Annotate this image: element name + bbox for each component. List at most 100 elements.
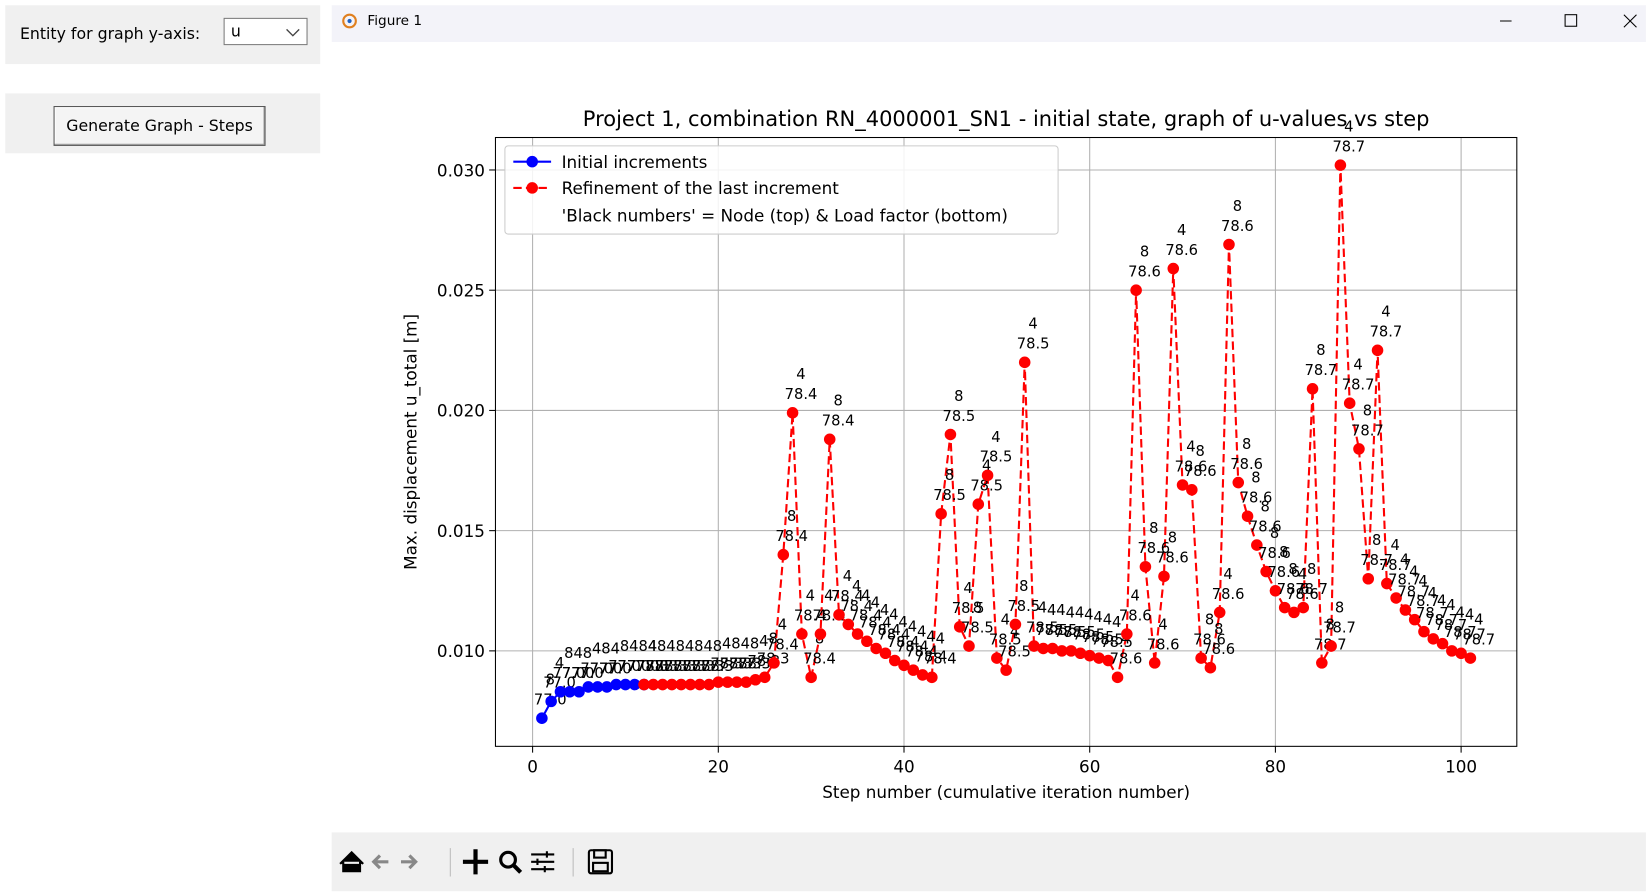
node-label: 8: [973, 599, 982, 616]
data-point: [842, 618, 855, 631]
load-factor-label: 78.5: [989, 631, 1022, 648]
configure-button[interactable]: [531, 851, 555, 873]
data-point: [1427, 633, 1440, 645]
x-axis-label: Step number (cumulative iteration number…: [822, 782, 1190, 802]
load-factor-label: 78.5: [998, 643, 1031, 660]
load-factor-label: 78.6: [1286, 586, 1319, 603]
load-factor-label: 77.0: [636, 658, 669, 675]
generate-button[interactable]: Generate Graph - Steps: [53, 106, 266, 146]
node-label: 4: [898, 614, 907, 631]
toolbar: [331, 832, 1646, 892]
data-point: [981, 469, 994, 482]
series-line: [540, 683, 645, 719]
node-label: 8: [1307, 561, 1316, 578]
node-label: 4: [824, 587, 833, 604]
load-factor-label: 78.3: [682, 658, 715, 675]
data-point: [1037, 642, 1050, 655]
load-factor-label: 78.4: [794, 607, 827, 624]
node-label: 4: [1010, 624, 1019, 641]
toolbar-icons: [339, 848, 614, 877]
data-point: [1139, 560, 1152, 573]
title-bar: Figure 1: [331, 5, 1646, 42]
node-label: 4: [1038, 599, 1047, 616]
node-label: 4: [1446, 597, 1455, 614]
home-button[interactable]: [339, 850, 364, 873]
node-label: 4: [1103, 612, 1112, 629]
load-factor-label: 78.7: [1435, 617, 1468, 634]
data-point: [1186, 484, 1198, 496]
data-point: [1232, 476, 1245, 489]
node-label: 8: [1372, 532, 1381, 549]
node-label: 8: [1279, 544, 1288, 561]
load-factor-label: 78.7: [1444, 624, 1477, 641]
node-label: 4: [889, 607, 898, 624]
data-point: [1176, 479, 1189, 491]
node-label: 4: [1131, 587, 1140, 604]
node-label: 8: [815, 631, 824, 648]
load-factor-label: 78.6: [1267, 564, 1300, 581]
load-factor-label: 78.5: [1100, 634, 1133, 651]
node-label: 4: [1381, 304, 1390, 321]
load-factor-label: 78.6: [1137, 540, 1170, 557]
close[interactable]: [1623, 14, 1637, 28]
node-label: 4: [648, 638, 657, 655]
data-point: [610, 678, 622, 691]
load-factor-label: 78.5: [1082, 629, 1115, 646]
data-point: [1418, 625, 1430, 638]
data-point: [666, 678, 678, 691]
node-label: 8: [1242, 436, 1251, 453]
node-label: 4: [1400, 551, 1409, 568]
node-label: 8: [583, 645, 592, 662]
data-point: [712, 676, 725, 688]
data-point: [693, 678, 706, 691]
load-factor-label: 78.4: [775, 528, 808, 545]
pan-button[interactable]: [462, 849, 489, 875]
data-point: [1436, 637, 1449, 650]
data-point: [536, 712, 548, 724]
load-factor-label: 78.7: [1407, 593, 1440, 610]
load-factor-label: 78.7: [1295, 581, 1328, 598]
load-factor-label: 78.6: [1230, 456, 1263, 473]
data-point: [1297, 601, 1310, 614]
node-label: 4: [778, 616, 787, 633]
entity-combobox[interactable]: u: [223, 17, 308, 46]
load-factor-label: 78.5: [980, 449, 1013, 466]
load-factor-label: 78.7: [1416, 605, 1449, 622]
node-label: 4: [703, 638, 712, 655]
load-factor-label: 78.6: [1147, 636, 1180, 653]
node-label: 4: [759, 633, 768, 650]
maximize[interactable]: [1564, 14, 1578, 27]
node-label: 4: [1028, 316, 1037, 333]
node-label: 8: [1168, 530, 1177, 547]
load-factor-label: 78.7: [1323, 619, 1356, 636]
node-label: 8: [731, 636, 740, 653]
data-point: [1148, 657, 1161, 669]
node-label: 8: [1316, 342, 1325, 359]
back-button[interactable]: [371, 854, 389, 870]
data-point: [1464, 652, 1477, 664]
node-label: 8: [1363, 402, 1372, 419]
entity-label: Entity for graph y-axis:: [19, 24, 201, 44]
node-label: 4: [796, 366, 805, 383]
node-label: 8: [713, 638, 722, 655]
data-point: [703, 678, 715, 691]
forward-button[interactable]: [400, 854, 418, 870]
load-factor-label: 77.0: [590, 660, 623, 677]
load-factor-label: 78.4: [915, 648, 948, 665]
node-label: 4: [806, 587, 815, 604]
node-label: 8: [676, 638, 685, 655]
zoom-button[interactable]: [499, 850, 523, 874]
load-factor-label: 78.5: [1054, 624, 1087, 641]
save-button[interactable]: [587, 849, 614, 875]
data-point: [1009, 618, 1022, 631]
load-factor-label: 77.0: [608, 658, 641, 675]
load-factor-label: 78.7: [1351, 422, 1384, 439]
y-tick-label: 0.030: [437, 160, 485, 180]
x-tick-label: 60: [1079, 757, 1100, 777]
data-point: [1083, 649, 1096, 662]
load-factor-label: 78.3: [664, 658, 697, 675]
node-label: 4: [1474, 612, 1483, 629]
load-factor-label: 78.7: [1425, 612, 1458, 629]
legend-box: [504, 145, 1059, 235]
data-point: [814, 628, 827, 640]
